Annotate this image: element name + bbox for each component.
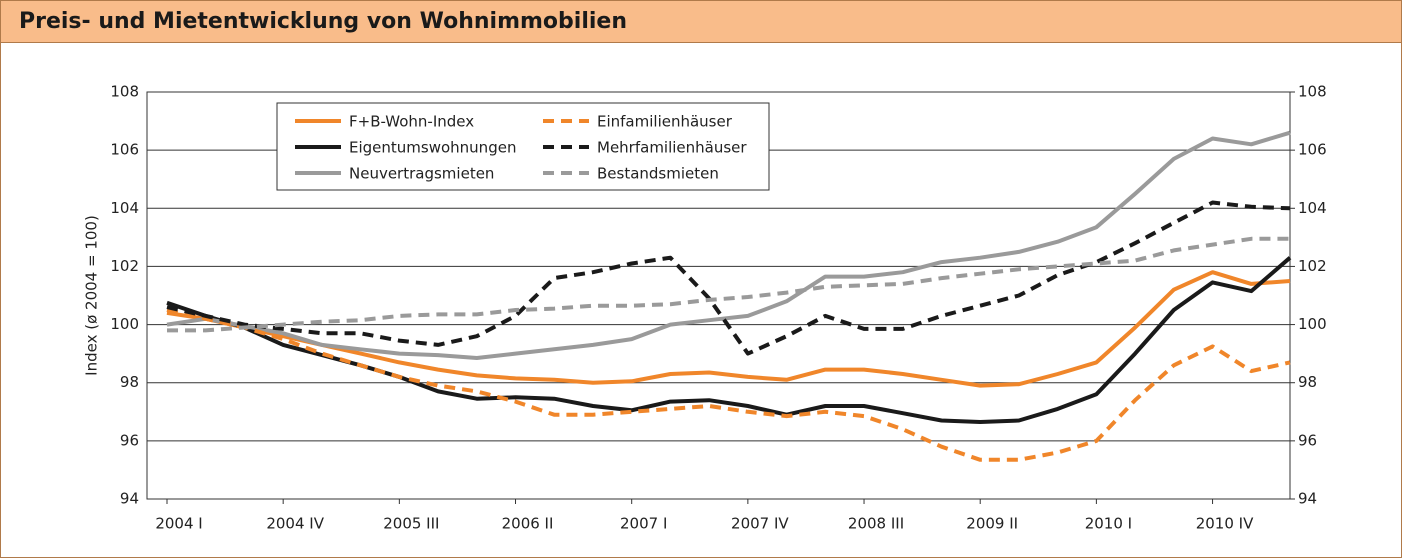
x-tick-label: 2010 I	[1085, 515, 1132, 533]
legend-label: Neuvertragsmieten	[349, 165, 494, 183]
plot-frame	[146, 91, 1291, 500]
y-tick-label: 96	[120, 431, 139, 449]
y2-tick-label: 104	[1298, 199, 1327, 217]
y-tick-label: 106	[110, 141, 139, 159]
series-line	[166, 130, 1291, 360]
y-tick-label: 104	[110, 199, 139, 217]
y-tick-label: 102	[110, 257, 139, 275]
y-tick-label: 94	[120, 490, 139, 508]
series-line	[166, 256, 1292, 424]
series-line	[166, 270, 1291, 388]
series-line	[166, 308, 1291, 462]
legend-label: Bestandsmieten	[597, 165, 719, 183]
y-axis-label: Index (ø 2004 = 100)	[83, 215, 101, 376]
x-tick-label: 2008 III	[848, 515, 904, 533]
legend-label: F+B-Wohn-Index	[349, 113, 474, 131]
x-tick-label: 2007 I	[620, 515, 667, 533]
legend-label: Mehrfamilienhäuser	[597, 139, 747, 157]
y-tick-label: 108	[110, 83, 139, 101]
y2-tick-label: 96	[1298, 431, 1317, 449]
panel-title: Preis- und Mietentwicklung von Wohnimmob…	[1, 1, 1401, 43]
series-line	[167, 236, 1290, 333]
x-tick-label: 2004 IV	[266, 515, 324, 533]
y2-tick-label: 94	[1298, 490, 1317, 508]
legend-box	[276, 102, 770, 191]
y-tick-label: 98	[120, 373, 139, 391]
x-tick-label: 2006 II	[502, 515, 554, 533]
legend-label: Eigentumswohnungen	[349, 139, 516, 157]
x-tick-label: 2004 I	[155, 515, 202, 533]
x-tick-label: 2005 III	[383, 515, 439, 533]
y2-tick-label: 102	[1298, 257, 1327, 275]
x-tick-label: 2007 IV	[731, 515, 789, 533]
legend-label: Einfamilienhäuser	[597, 113, 733, 131]
y2-tick-label: 108	[1298, 83, 1327, 101]
x-tick-label: 2010 IV	[1196, 515, 1254, 533]
series-line	[166, 200, 1291, 356]
y-tick-label: 100	[110, 315, 139, 333]
y2-tick-label: 98	[1298, 373, 1317, 391]
chart: 94 96 98 100 102 104 106 108 94 96 98 100 102 104 106 1…	[83, 83, 1327, 533]
y2-tick-label: 100	[1298, 315, 1327, 333]
y2-tick-label: 106	[1298, 141, 1327, 159]
x-tick-label: 2009 II	[966, 515, 1018, 533]
